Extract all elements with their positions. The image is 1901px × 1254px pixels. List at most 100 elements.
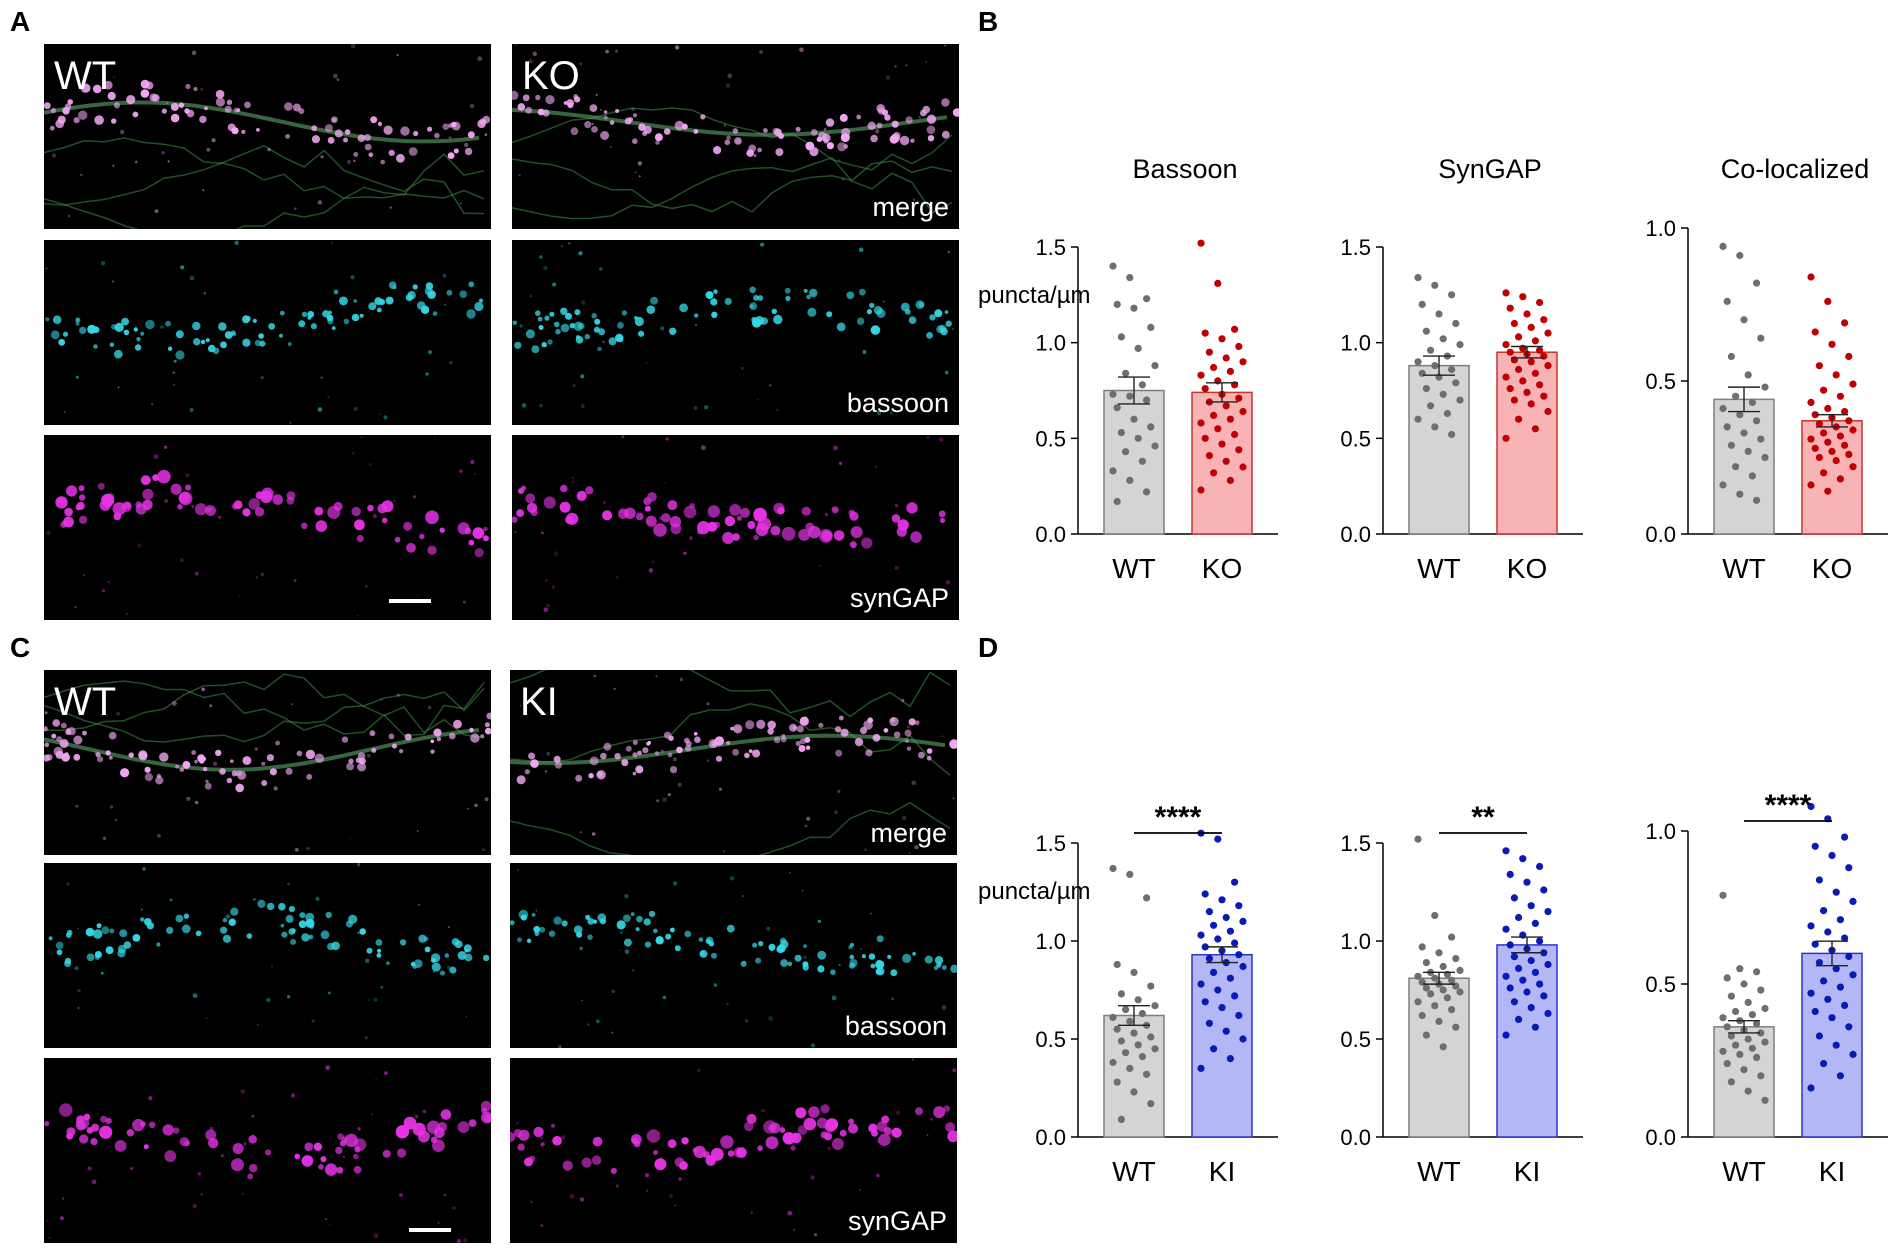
background-puncta — [831, 995, 837, 1001]
puncta — [353, 152, 359, 157]
puncta — [772, 127, 780, 135]
data-point-wt — [1748, 1044, 1756, 1052]
bar-ko — [1191, 391, 1253, 535]
data-point-ki — [1201, 998, 1209, 1006]
puncta — [927, 135, 935, 142]
background-puncta — [551, 585, 556, 589]
background-puncta — [315, 896, 320, 901]
puncta — [425, 510, 439, 525]
puncta — [199, 115, 207, 124]
significance-label: **** — [1765, 789, 1812, 822]
data-point-ko — [1820, 386, 1828, 394]
puncta — [510, 1132, 516, 1142]
background-puncta — [393, 500, 396, 502]
puncta — [820, 1104, 830, 1114]
puncta — [75, 317, 81, 323]
puncta — [207, 344, 216, 353]
puncta — [64, 507, 73, 517]
background-puncta — [553, 551, 559, 556]
puncta — [155, 776, 164, 785]
puncta — [553, 916, 562, 925]
puncta — [756, 719, 766, 729]
puncta — [667, 1139, 677, 1148]
data-point-ki — [1836, 983, 1844, 991]
background-puncta — [325, 1065, 330, 1070]
data-point-ki — [1231, 878, 1239, 886]
puncta — [610, 1167, 617, 1174]
puncta — [285, 914, 294, 923]
puncta — [290, 938, 297, 945]
data-point-wt — [1422, 959, 1430, 967]
data-point-ko — [1807, 481, 1815, 489]
data-point-ko — [1515, 415, 1523, 423]
background-puncta — [660, 1156, 663, 1159]
puncta — [625, 745, 632, 752]
puncta — [469, 727, 474, 733]
puncta — [112, 502, 126, 516]
dendrite-branch — [44, 673, 485, 739]
background-puncta — [437, 1221, 440, 1225]
dendrite-branch — [44, 189, 485, 229]
puncta — [382, 1149, 391, 1158]
background-puncta — [761, 1108, 765, 1113]
puncta — [848, 1123, 859, 1134]
data-point-ki — [1527, 957, 1535, 965]
data-point-wt — [1138, 381, 1146, 389]
puncta — [722, 532, 735, 544]
data-point-ko — [1502, 434, 1510, 442]
background-puncta — [514, 44, 517, 46]
puncta — [198, 758, 205, 764]
data-point-ko — [1523, 388, 1531, 396]
puncta — [645, 515, 657, 527]
puncta — [799, 738, 807, 745]
puncta — [165, 320, 171, 327]
background-puncta — [77, 1006, 80, 1010]
data-point-ko — [1527, 358, 1535, 366]
puncta — [771, 308, 777, 314]
puncta — [765, 1136, 779, 1150]
data-point-ki — [1205, 1019, 1213, 1027]
background-puncta — [261, 761, 266, 766]
puncta — [344, 129, 351, 135]
background-puncta — [320, 376, 323, 379]
puncta — [120, 768, 130, 778]
background-puncta — [769, 384, 772, 387]
puncta — [711, 952, 717, 959]
background-puncta — [266, 998, 271, 1002]
puncta — [560, 323, 570, 333]
puncta — [636, 915, 643, 923]
puncta — [430, 749, 435, 754]
puncta — [669, 516, 682, 528]
puncta — [59, 1103, 73, 1117]
puncta — [227, 123, 236, 132]
puncta — [126, 95, 136, 105]
background-puncta — [209, 1126, 214, 1131]
puncta — [780, 736, 787, 743]
puncta — [148, 1121, 156, 1129]
puncta — [643, 497, 652, 506]
puncta — [848, 1118, 855, 1125]
data-point-wt — [1452, 319, 1460, 328]
background-puncta — [200, 87, 204, 91]
data-point-ki — [1811, 1007, 1819, 1016]
puncta — [573, 925, 583, 934]
puncta — [734, 137, 742, 145]
data-point-wt — [1414, 415, 1422, 423]
puncta — [733, 724, 743, 734]
data-point-ko — [1824, 487, 1832, 495]
puncta — [193, 86, 198, 92]
data-point-wt — [1143, 488, 1151, 496]
puncta — [522, 94, 530, 102]
x-tick-label: KO — [1507, 553, 1547, 584]
puncta — [826, 311, 833, 318]
puncta — [700, 951, 705, 956]
background-puncta — [801, 889, 804, 892]
puncta — [474, 301, 484, 312]
background-puncta — [462, 600, 466, 604]
puncta — [865, 749, 873, 757]
puncta — [256, 128, 260, 132]
puncta — [748, 749, 753, 753]
data-point-wt — [1744, 447, 1752, 455]
puncta — [952, 108, 959, 117]
